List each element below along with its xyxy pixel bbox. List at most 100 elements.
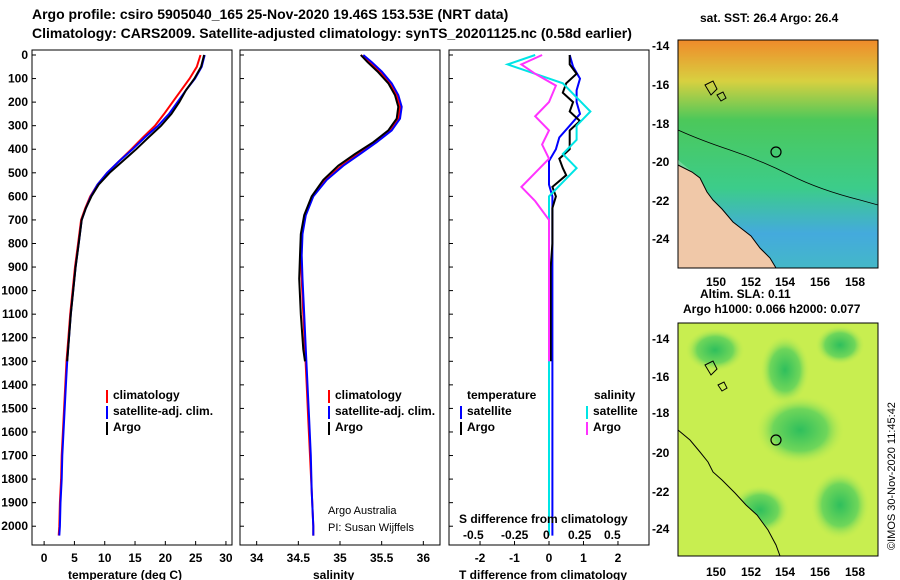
sla-map-title-line1: Altim. SLA: 0.11: [700, 287, 791, 301]
depth-tick-label: 1500: [1, 401, 28, 415]
x-tick-label: 0: [41, 551, 48, 565]
depth-tick-label: 500: [8, 166, 28, 180]
sst-xtick: 158: [845, 275, 865, 289]
temperature-axis-label: temperature (deg C): [68, 568, 182, 580]
sst-map-contour: [677, 129, 879, 206]
legend-t-satellite: satellite: [467, 404, 512, 418]
depth-tick-label: 700: [8, 213, 28, 227]
sst-ytick: -16: [652, 78, 670, 92]
depth-tick-label: 1400: [1, 378, 28, 392]
sla-xtick: 150: [706, 565, 726, 579]
s-tick: 0: [543, 528, 550, 542]
legend-satellite: satellite-adj. clim.: [335, 404, 435, 418]
series-argo: [66, 54, 206, 362]
credit-line2: PI: Susan Wijffels: [328, 522, 414, 534]
legend-satellite: satellite-adj. clim.: [113, 404, 213, 418]
sst-map-land: [677, 164, 777, 269]
sla-ytick: -24: [652, 522, 670, 536]
sla-map-title-line2: Argo h1000: 0.066 h2000: 0.077: [683, 302, 861, 316]
sla-ytick: -16: [652, 370, 670, 384]
x-tick-label: 20: [159, 551, 173, 565]
sla-xtick: 152: [741, 565, 761, 579]
depth-tick-label: 1900: [1, 496, 28, 510]
x-tick-label: -1: [509, 551, 520, 565]
depth-tick-label: 400: [8, 142, 28, 156]
sla-ytick: -14: [652, 332, 670, 346]
legend-climatology: climatology: [335, 388, 402, 402]
credit-line1: Argo Australia: [328, 505, 397, 517]
sst-xtick: 150: [706, 275, 726, 289]
depth-tick-label: 1800: [1, 472, 28, 486]
difference-series: [504, 54, 592, 536]
sst-ytick: -14: [652, 39, 670, 53]
sla-map-yticks: -14 -16 -18 -20 -22 -24: [652, 332, 670, 536]
sla-ytick: -18: [652, 406, 670, 420]
depth-tick-label: 2000: [1, 519, 28, 533]
sla-eddy: [815, 325, 865, 365]
depth-tick-label: 1200: [1, 331, 28, 345]
salinity-panel: [239, 49, 441, 546]
sst-map: -14 -16 -18 -20 -22 -24 150 152 154 156 …: [652, 39, 879, 289]
sst-ytick: -20: [652, 155, 670, 169]
series-s-argo: [519, 54, 558, 362]
sst-xtick: 152: [741, 275, 761, 289]
sst-ytick: -22: [652, 194, 670, 208]
sst-xtick: 154: [775, 275, 795, 289]
sst-xtick: 156: [810, 275, 830, 289]
sla-xtick: 158: [845, 565, 865, 579]
sla-ytick: -22: [652, 485, 670, 499]
depth-tick-label: 200: [8, 95, 28, 109]
sla-xtick: 154: [775, 565, 795, 579]
depth-tick-label: 300: [8, 119, 28, 133]
chart-title-line1: Argo profile: csiro 5905040_165 25-Nov-2…: [32, 6, 509, 22]
legend-temperature-title: temperature: [467, 388, 537, 402]
legend-argo: Argo: [335, 420, 363, 434]
x-tick-label: 35: [333, 551, 347, 565]
x-tick-label: 15: [128, 551, 142, 565]
salinity-legend: climatology satellite-adj. clim. Argo Ar…: [328, 388, 435, 534]
depth-tick-label: 800: [8, 236, 28, 250]
sst-ytick: -24: [652, 232, 670, 246]
x-tick-label: 34.5: [287, 551, 311, 565]
sla-eddy: [810, 470, 870, 540]
difference-axis-label: T difference from climatology: [459, 568, 627, 580]
legend-t-argo: Argo: [467, 420, 495, 434]
s-tick: -0.25: [501, 528, 529, 542]
s-difference-axis-label: S difference from climatology: [459, 512, 628, 526]
s-tick: -0.5: [463, 528, 484, 542]
sla-map-argo-marker: [770, 434, 782, 446]
depth-tick-label: 1600: [1, 425, 28, 439]
x-tick-label: 34: [250, 551, 264, 565]
temperature-legend: climatology satellite-adj. clim. Argo: [106, 388, 213, 435]
depth-tick-label: 1700: [1, 449, 28, 463]
x-tick-label: 10: [98, 551, 112, 565]
depth-tick-label: 100: [8, 72, 28, 86]
depth-tick-label: 900: [8, 260, 28, 274]
chart-title-line2: Climatology: CARS2009. Satellite-adjuste…: [32, 25, 632, 41]
legend-s-argo: Argo: [593, 420, 621, 434]
sla-eddy: [685, 328, 745, 372]
sla-ytick: -20: [652, 446, 670, 460]
s-difference-ticks: -0.5 -0.25 0 0.25 0.5: [463, 528, 621, 542]
x-tick-label: 25: [189, 551, 203, 565]
sla-map: -14 -16 -18 -20 -22 -24 150 152 154 156 …: [652, 322, 879, 579]
depth-tick-label: 0: [21, 48, 28, 62]
temperature-series: [57, 54, 206, 536]
series-argo: [298, 54, 400, 362]
legend-s-satellite: satellite: [593, 404, 638, 418]
sla-eddy: [755, 395, 845, 465]
sst-ytick: -18: [652, 117, 670, 131]
x-tick-label: 30: [219, 551, 233, 565]
legend-salinity-title: salinity: [594, 388, 636, 402]
series-t-argo: [549, 55, 582, 362]
x-tick-label: 35.5: [370, 551, 394, 565]
sla-map-reef: [704, 360, 728, 392]
depth-tick-label: 1000: [1, 284, 28, 298]
sst-map-xticks: 150 152 154 156 158: [706, 275, 865, 289]
sla-map-xticks: 150 152 154 156 158: [706, 565, 865, 579]
sla-map-land: [677, 428, 781, 557]
salinity-axis-label: salinity: [313, 568, 355, 580]
x-tick-label: 1: [580, 551, 587, 565]
sst-map-argo-marker: [770, 146, 782, 158]
